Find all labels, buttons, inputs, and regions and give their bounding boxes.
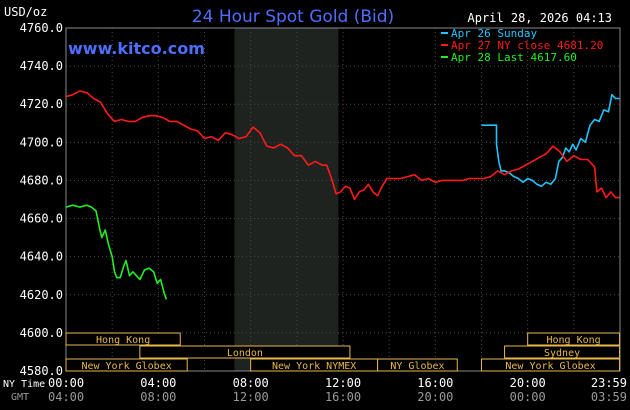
grid-lines [66,28,620,371]
y-axis-ticks: 4760.0 4740.0 4720.0 4700.0 4680.0 4660.0 4640… [20,21,63,378]
y-tick-label: 4640.0 [20,250,63,264]
legend-entry: Apr 28 Last 4617.60 [451,51,577,64]
x-tick-label-ny: 08:00 [233,376,269,390]
x-tick-label-gmt: 00:00 [510,390,546,404]
y-tick-label: 4580.0 [20,364,63,378]
session-label: Hong Kong [96,335,150,346]
series-line [65,204,168,300]
x-tick-label-gmt: 12:00 [233,390,269,404]
series-line [481,93,620,187]
shaded-time-region [234,28,339,371]
series-line [65,90,620,201]
unit-label: USD/oz [4,5,47,19]
session-label: London [227,348,263,359]
y-tick-label: 4720.0 [20,97,63,111]
legend-entry: Apr 27 NY close 4681.20 [451,39,603,52]
session-label: New York Globex [505,361,595,372]
trading-sessions: Hong Kong London New York Globex New York N… [65,332,621,372]
y-tick-label: 4760.0 [20,21,63,35]
y-tick-label: 4700.0 [20,135,63,149]
x-tick-label-gmt: 04:00 [48,390,84,404]
x-tick-label-gmt: 16:00 [325,390,361,404]
x-tick-label-gmt: 08:00 [140,390,176,404]
gmt-label: GMT [11,392,29,403]
session-box [504,345,621,359]
y-tick-label: 4600.0 [20,326,63,340]
session-label: Sydney [544,348,580,359]
y-tick-label: 4740.0 [20,59,63,73]
session-label: New York Globex [81,361,171,372]
series-lines [65,90,620,300]
session-label: Hong Kong [547,335,601,346]
chart-title: 24 Hour Spot Gold (Bid) [192,7,394,27]
session-label: New York NYMEX [272,361,356,372]
session-box [377,358,458,372]
session-box [139,345,351,359]
x-tick-label-ny: 16:00 [417,376,453,390]
watermark-url: www.kitco.com [68,39,205,58]
session-label: NY Globex [390,361,444,372]
y-tick-label: 4660.0 [20,212,63,226]
x-tick-label-ny: 23:59 [591,376,627,390]
x-tick-label-ny: 00:00 [48,376,84,390]
y-tick-label: 4680.0 [20,173,63,187]
session-box [527,332,621,346]
timestamp: April 28, 2026 04:13 [468,11,613,25]
session-box [481,358,621,372]
y-tick-label: 4620.0 [20,288,63,302]
x-axis-ticks: 00:0004:0004:0008:0008:0012:0012:0016:00… [48,376,627,404]
x-tick-label-gmt: 20:00 [417,390,453,404]
ny-time-label: NY Time [3,379,45,390]
x-tick-label-gmt: 03:59 [591,390,627,404]
session-box [65,358,188,372]
x-tick-label-ny: 04:00 [140,376,176,390]
session-box [65,332,181,346]
x-tick-label-ny: 20:00 [510,376,546,390]
legend-entry: Apr 26 Sunday [451,27,537,40]
x-tick-label-ny: 12:00 [325,376,361,390]
